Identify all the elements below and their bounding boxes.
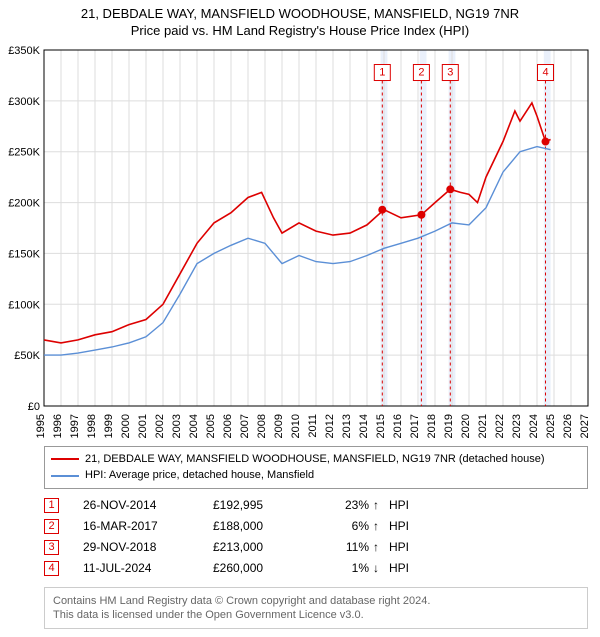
sale-row: 3 29-NOV-2018£213,00011%↑HPI — [44, 537, 588, 558]
svg-text:1995: 1995 — [35, 414, 47, 438]
svg-text:2001: 2001 — [137, 414, 149, 438]
svg-text:2000: 2000 — [120, 414, 132, 438]
svg-text:£350K: £350K — [8, 45, 40, 57]
sale-date: 11-JUL-2024 — [83, 561, 213, 575]
sale-date: 16-MAR-2017 — [83, 519, 213, 533]
svg-text:2010: 2010 — [290, 414, 302, 438]
svg-text:2015: 2015 — [375, 414, 387, 438]
svg-text:2026: 2026 — [562, 414, 574, 438]
svg-text:2009: 2009 — [273, 414, 285, 438]
sale-marker: 3 — [44, 540, 59, 555]
arrow-icon: ↑ — [373, 519, 389, 533]
title-address: 21, DEBDALE WAY, MANSFIELD WOODHOUSE, MA… — [0, 6, 600, 23]
svg-text:2012: 2012 — [324, 414, 336, 438]
svg-text:2005: 2005 — [205, 414, 217, 438]
sale-marker: 1 — [44, 498, 59, 513]
svg-text:2: 2 — [418, 66, 424, 78]
title-subtitle: Price paid vs. HM Land Registry's House … — [0, 23, 600, 40]
legend-swatch — [51, 458, 79, 460]
sale-price: £260,000 — [213, 561, 313, 575]
arrow-icon: ↑ — [373, 498, 389, 512]
svg-text:2025: 2025 — [545, 414, 557, 438]
sale-row: 1 26-NOV-2014£192,99523%↑HPI — [44, 495, 588, 516]
svg-text:2020: 2020 — [460, 414, 472, 438]
svg-text:1998: 1998 — [86, 414, 98, 438]
sale-price: £188,000 — [213, 519, 313, 533]
arrow-icon: ↑ — [373, 540, 389, 554]
svg-text:1999: 1999 — [103, 414, 115, 438]
svg-text:2014: 2014 — [358, 414, 370, 438]
svg-text:£0: £0 — [28, 401, 40, 413]
sale-vs: HPI — [389, 519, 409, 533]
svg-text:2007: 2007 — [239, 414, 251, 438]
svg-text:2004: 2004 — [188, 414, 200, 438]
svg-text:£100K: £100K — [8, 299, 40, 311]
sale-diff: 1% — [313, 561, 373, 575]
svg-text:1997: 1997 — [69, 414, 81, 438]
sales-table: 126-NOV-2014£192,99523%↑HPI216-MAR-2017£… — [44, 495, 588, 579]
footer-line-1: Contains HM Land Registry data © Crown c… — [53, 594, 579, 608]
title-block: 21, DEBDALE WAY, MANSFIELD WOODHOUSE, MA… — [0, 0, 600, 42]
sale-date: 29-NOV-2018 — [83, 540, 213, 554]
sale-date: 26-NOV-2014 — [83, 498, 213, 512]
sale-diff: 23% — [313, 498, 373, 512]
svg-text:3: 3 — [447, 66, 453, 78]
legend-item: HPI: Average price, detached house, Mans… — [51, 467, 581, 484]
svg-text:2019: 2019 — [443, 414, 455, 438]
sale-row: 4 11-JUL-2024£260,0001%↓HPI — [44, 558, 588, 579]
sale-vs: HPI — [389, 561, 409, 575]
sale-marker: 4 — [44, 561, 59, 576]
svg-text:£300K: £300K — [8, 96, 40, 108]
svg-text:1996: 1996 — [52, 414, 64, 438]
svg-text:1: 1 — [379, 66, 385, 78]
sale-vs: HPI — [389, 498, 409, 512]
chart-container: 21, DEBDALE WAY, MANSFIELD WOODHOUSE, MA… — [0, 0, 600, 629]
sale-diff: 6% — [313, 519, 373, 533]
svg-text:2002: 2002 — [154, 414, 166, 438]
svg-text:£150K: £150K — [8, 248, 40, 260]
legend: 21, DEBDALE WAY, MANSFIELD WOODHOUSE, MA… — [44, 446, 588, 489]
svg-text:2024: 2024 — [528, 414, 540, 438]
line-chart-svg: £0 £50K £100K £150K £200K £250K £300K £350K 1995… — [0, 42, 600, 442]
legend-swatch — [51, 475, 79, 477]
svg-text:2021: 2021 — [477, 414, 489, 438]
svg-text:£200K: £200K — [8, 197, 40, 209]
legend-item: 21, DEBDALE WAY, MANSFIELD WOODHOUSE, MA… — [51, 451, 581, 468]
sale-price: £192,995 — [213, 498, 313, 512]
svg-text:2027: 2027 — [579, 414, 591, 438]
svg-text:2013: 2013 — [341, 414, 353, 438]
svg-text:2011: 2011 — [307, 414, 319, 438]
legend-label: HPI: Average price, detached house, Mans… — [85, 467, 314, 484]
plot-area: £0 £50K £100K £150K £200K £250K £300K £350K 1995… — [0, 42, 600, 442]
sale-diff: 11% — [313, 540, 373, 554]
footer-line-2: This data is licensed under the Open Gov… — [53, 608, 579, 622]
svg-text:2016: 2016 — [392, 414, 404, 438]
svg-text:£250K: £250K — [8, 146, 40, 158]
footer-note: Contains HM Land Registry data © Crown c… — [44, 587, 588, 630]
legend-label: 21, DEBDALE WAY, MANSFIELD WOODHOUSE, MA… — [85, 451, 545, 468]
svg-text:4: 4 — [542, 66, 548, 78]
arrow-icon: ↓ — [373, 561, 389, 575]
sale-marker: 2 — [44, 519, 59, 534]
svg-text:2018: 2018 — [426, 414, 438, 438]
svg-text:2006: 2006 — [222, 414, 234, 438]
svg-text:2017: 2017 — [409, 414, 421, 438]
svg-text:2003: 2003 — [171, 414, 183, 438]
sale-vs: HPI — [389, 540, 409, 554]
svg-text:2022: 2022 — [494, 414, 506, 438]
svg-text:£50K: £50K — [14, 350, 40, 362]
sale-row: 2 16-MAR-2017£188,0006%↑HPI — [44, 516, 588, 537]
svg-text:2023: 2023 — [511, 414, 523, 438]
svg-text:2008: 2008 — [256, 414, 268, 438]
sale-price: £213,000 — [213, 540, 313, 554]
